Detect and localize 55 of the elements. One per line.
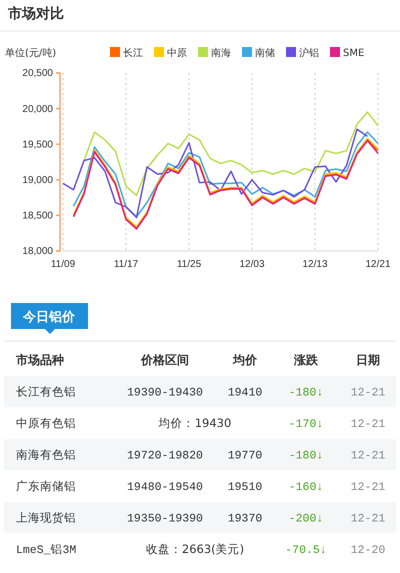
- legend-label: 南储: [255, 47, 275, 59]
- text: -200↓: [288, 512, 324, 526]
- text: 市场品种: [15, 353, 64, 367]
- y-tick-label: 20,500: [22, 68, 54, 80]
- text: 南海有色铝: [16, 448, 76, 462]
- text: 上海现货铝: [16, 510, 76, 524]
- text: -70.5↓: [285, 544, 327, 557]
- text: 19410: [228, 386, 262, 400]
- x-tick-label: 12/13: [302, 259, 328, 270]
- x-tick-label: 11/17: [114, 259, 139, 270]
- legend-label: 沪铝: [299, 47, 319, 59]
- y-tick-label: 18,000: [22, 246, 54, 258]
- text: 19770: [228, 450, 262, 462]
- y-tick-label: 19,500: [22, 139, 54, 150]
- text: 收盘：2663(美元): [146, 542, 244, 556]
- x-tick-label: 12/21: [365, 259, 391, 270]
- text: 12-21: [350, 512, 386, 526]
- text: 12-21: [350, 481, 386, 494]
- text: 19390-19430: [127, 386, 204, 400]
- text: 均价：19430: [158, 416, 232, 430]
- text: 长江有色铝: [16, 384, 76, 398]
- text: 均价: [232, 353, 258, 367]
- legend-label: 南海: [211, 47, 231, 59]
- text: 涨跌: [293, 353, 319, 367]
- line-series: [83, 111, 379, 196]
- text: 19480-19540: [127, 481, 204, 494]
- text: -160↓: [288, 481, 324, 494]
- text: 价格区间: [140, 353, 189, 367]
- y-tick-label: 20,000: [22, 104, 54, 115]
- text: 19370: [228, 512, 262, 526]
- legend-label: 长江: [123, 47, 143, 59]
- text: LmeS_铝3M: [16, 543, 76, 557]
- text: 今日铝价: [22, 310, 76, 325]
- y-tick-label: 19,000: [22, 175, 54, 186]
- x-tick-label: 11/09: [50, 259, 76, 270]
- text: -170↓: [288, 418, 324, 431]
- text: 日期: [356, 353, 380, 367]
- y-axis-title: 单位(元/吨): [5, 47, 56, 59]
- x-tick-label: 11/25: [176, 259, 202, 270]
- y-tick-label: 18,500: [22, 210, 54, 222]
- chart-title: 市场对比: [7, 5, 64, 22]
- legend-label: 中原: [167, 47, 187, 59]
- text: 12-21: [350, 386, 386, 400]
- text: -180↓: [288, 386, 324, 400]
- text: 广东南储铝: [16, 479, 76, 493]
- text: 19350-19390: [127, 512, 204, 526]
- text: 19510: [228, 481, 262, 494]
- legend-label: SME: [343, 48, 364, 59]
- text: -180↓: [288, 450, 324, 462]
- text: 12-21: [350, 418, 386, 431]
- text: 19720-19820: [127, 450, 204, 462]
- x-tick-label: 12/03: [239, 259, 265, 270]
- text: 12-21: [350, 450, 386, 462]
- text: 中原有色铝: [16, 416, 76, 430]
- text: 12-20: [350, 544, 386, 557]
